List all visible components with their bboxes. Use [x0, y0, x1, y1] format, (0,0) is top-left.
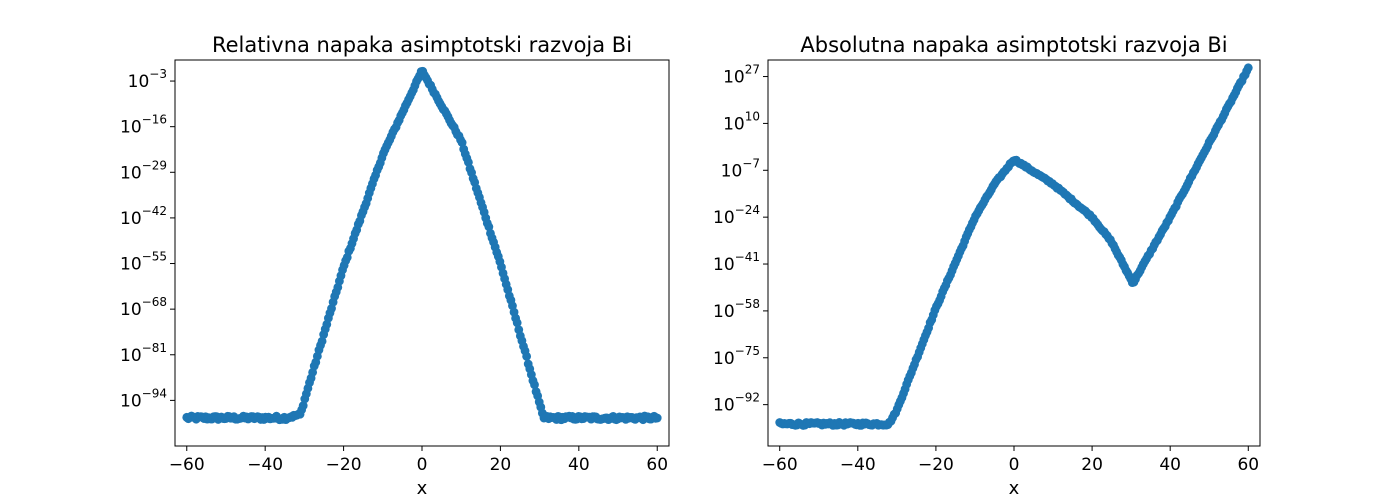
left-chart-x-tick-label: 0 — [417, 455, 428, 475]
left-chart-y-tick-label: 10−81 — [120, 341, 167, 366]
left-chart-data-point — [298, 401, 308, 411]
right-chart-y-tick-label: 1010 — [723, 109, 760, 134]
right-chart-y-tick-label: 10−24 — [713, 203, 760, 228]
left-chart-y-tick-label: 10−3 — [128, 67, 167, 92]
left-chart-y-tick-label: 10−94 — [120, 386, 167, 411]
left-chart-y-tick-label: 10−29 — [120, 158, 167, 183]
right-chart-x-tick-label: −40 — [840, 455, 876, 475]
right-chart-points — [775, 63, 1253, 430]
right-chart-x-tick-label: 40 — [1159, 455, 1181, 475]
right-chart-y-tick-label: 10−92 — [713, 391, 760, 416]
left-chart-y-tick-label: 10−42 — [120, 204, 167, 229]
left-chart-data-point — [530, 380, 539, 390]
left-chart-x-tick-label: 60 — [646, 455, 668, 475]
left-chart-y-tick-label: 10−55 — [120, 250, 167, 275]
left-chart-y-tick-label: 10−16 — [120, 113, 167, 138]
left-chart-points — [182, 66, 662, 425]
right-chart-y-tick-label: 10−41 — [713, 250, 760, 275]
right-chart-x-tick-label: 20 — [1081, 455, 1103, 475]
right-chart-x-tick-label: −20 — [918, 455, 954, 475]
left-chart-title: Relativna napaka asimptotski razvoja Bi — [212, 33, 632, 57]
right-chart-y-tick-label: 10−58 — [713, 297, 760, 322]
left-chart-x-tick-label: 40 — [568, 455, 590, 475]
left-chart-data-point — [317, 336, 327, 346]
right-chart-axes: −60 −40 −20 0 20 40 60 1027 1010 10−7 10−24 10−41 10… — [713, 59, 1261, 475]
right-chart: Absolutna napaka asimptotski razvoja Bi … — [713, 33, 1261, 499]
left-chart-y-tick-label: 10−68 — [120, 295, 167, 320]
left-chart-data-point — [522, 352, 532, 361]
right-chart-data-point — [1243, 63, 1253, 73]
left-chart-x-tick-label: 20 — [490, 455, 512, 475]
left-chart-data-point — [512, 318, 522, 328]
right-chart-x-tick-label: 0 — [1009, 455, 1020, 475]
left-chart-axes: −60 −40 −20 0 20 40 60 10−3 10−16 10−29 10−42 10−55… — [120, 59, 670, 475]
right-chart-title: Absolutna napaka asimptotski razvoja Bi — [800, 33, 1227, 57]
left-chart-x-tick-label: −20 — [326, 455, 362, 475]
right-chart-y-tick-label: 1027 — [723, 63, 760, 88]
right-chart-y-tick-label: 10−75 — [713, 344, 760, 369]
left-chart: Relativna napaka asimptotski razvoja Bi … — [120, 33, 670, 499]
right-chart-x-tick-label: 60 — [1237, 455, 1259, 475]
right-chart-x-axis-label: x — [1009, 478, 1020, 499]
left-chart-data-point — [652, 413, 662, 423]
left-chart-x-tick-label: −40 — [247, 455, 283, 475]
left-chart-x-tick-label: −60 — [169, 455, 205, 475]
right-chart-y-tick-label: 10−7 — [721, 156, 760, 181]
left-chart-x-axis-label: x — [417, 478, 428, 499]
right-chart-x-tick-label: −60 — [762, 455, 798, 475]
